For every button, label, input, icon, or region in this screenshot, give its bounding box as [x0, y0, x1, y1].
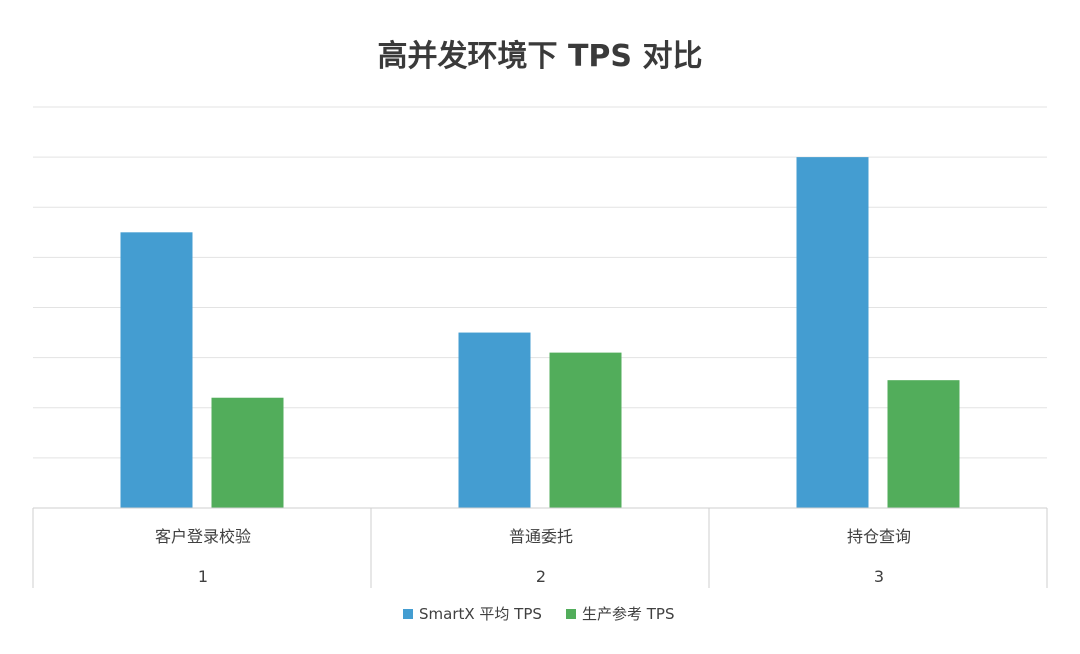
category-axis-table [32, 507, 1048, 588]
bar-production-3 [887, 380, 960, 508]
legend: SmartX 平均 TPS 生产参考 TPS [403, 605, 675, 623]
legend-label-production: 生产参考 TPS [582, 605, 675, 623]
legend-label-smartx: SmartX 平均 TPS [419, 605, 542, 623]
category-label-3: 持仓查询 [847, 527, 911, 546]
bar-smartx-1 [120, 232, 193, 508]
chart-title: 高并发环境下 TPS 对比 [378, 39, 703, 74]
legend-swatch-smartx [403, 609, 413, 619]
category-index-1: 1 [198, 567, 208, 586]
category-index-2: 2 [536, 567, 546, 586]
category-index-3: 3 [874, 567, 884, 586]
bar-production-1 [211, 397, 284, 508]
bar-smartx-3 [796, 157, 869, 508]
bar-smartx-2 [458, 332, 531, 508]
category-label-1: 客户登录校验 [155, 527, 251, 546]
bar-production-2 [549, 352, 622, 508]
legend-swatch-production [566, 609, 576, 619]
category-label-2: 普通委托 [509, 527, 573, 546]
bars [120, 157, 960, 508]
gridlines [33, 106, 1047, 459]
